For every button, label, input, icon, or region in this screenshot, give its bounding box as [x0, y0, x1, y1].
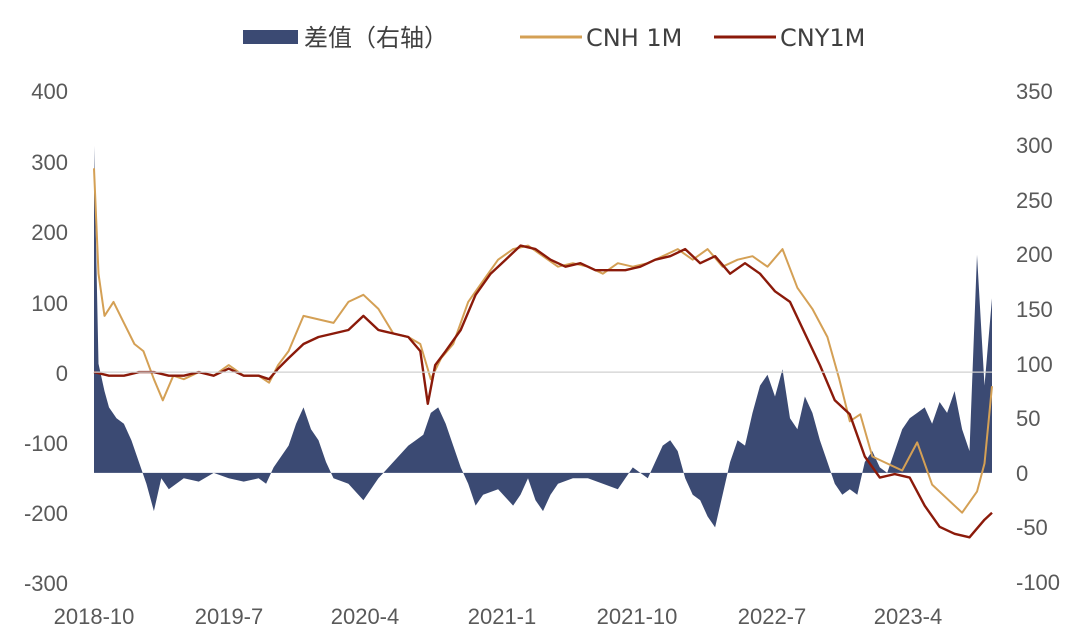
y-right-tick: 150 [1016, 297, 1053, 322]
y-right-axis: 350 300 250 200 150 100 50 0 -50 -100 [1016, 79, 1060, 595]
y-right-tick: 300 [1016, 133, 1053, 158]
x-tick: 2021-10 [597, 604, 678, 629]
series-layer [93, 145, 993, 539]
y-left-tick: 0 [56, 361, 68, 386]
legend-swatch-diff [243, 30, 298, 44]
y-left-tick: 400 [31, 79, 68, 104]
series-cny-line [93, 244, 993, 539]
y-right-tick: -50 [1016, 515, 1048, 540]
y-left-tick: 300 [31, 150, 68, 175]
legend-label-cnh: CNH 1M [586, 24, 682, 52]
y-right-tick: -100 [1016, 570, 1060, 595]
series-diff-area [94, 145, 992, 528]
y-right-tick: 50 [1016, 406, 1040, 431]
x-axis: 2018-10 2019-7 2020-4 2021-1 2021-10 202… [54, 604, 943, 629]
x-tick: 2022-7 [738, 604, 807, 629]
x-tick: 2018-10 [54, 604, 135, 629]
x-tick: 2019-7 [195, 604, 264, 629]
y-left-tick: 100 [31, 291, 68, 316]
y-left-tick: -200 [24, 501, 68, 526]
y-right-tick: 250 [1016, 188, 1053, 213]
y-right-tick: 0 [1016, 461, 1028, 486]
y-left-tick: -100 [24, 431, 68, 456]
y-right-tick: 350 [1016, 79, 1053, 104]
legend: 差值（右轴） CNH 1M CNY1M [243, 24, 865, 52]
legend-label-diff: 差值（右轴） [304, 24, 448, 52]
y-right-tick: 200 [1016, 242, 1053, 267]
x-tick: 2021-1 [468, 604, 537, 629]
y-left-axis: 400 300 200 100 0 -100 -200 -300 [24, 79, 68, 596]
y-right-tick: 100 [1016, 352, 1053, 377]
legend-label-cny: CNY1M [780, 24, 865, 52]
x-tick: 2020-4 [331, 604, 400, 629]
y-left-tick: -300 [24, 571, 68, 596]
x-tick: 2023-4 [874, 604, 943, 629]
y-left-tick: 200 [31, 220, 68, 245]
series-cnh-line [93, 168, 993, 514]
